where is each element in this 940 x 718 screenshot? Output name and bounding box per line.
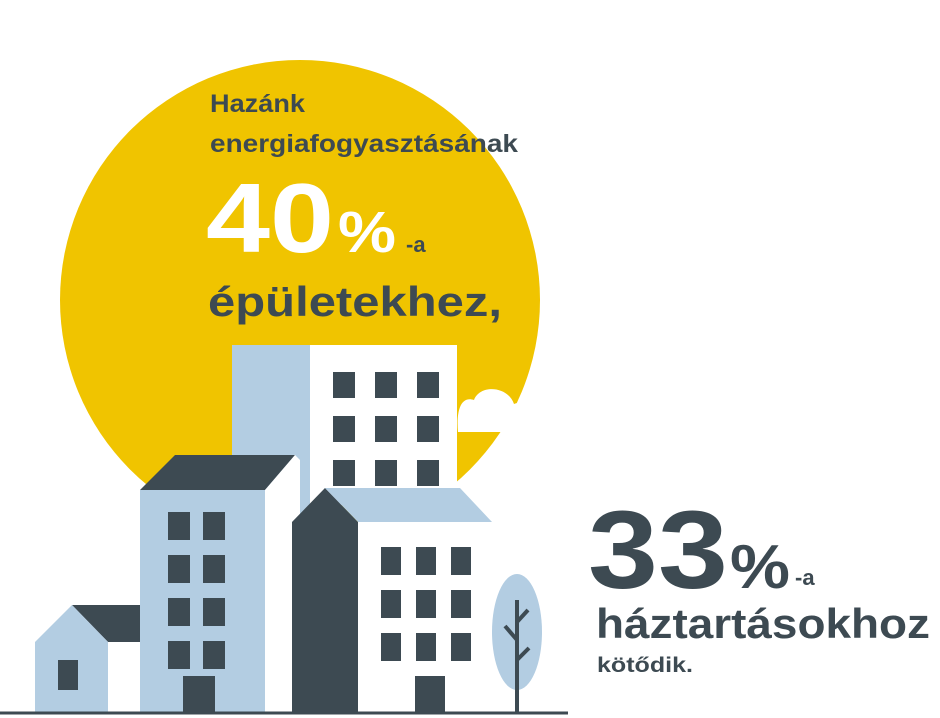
- stat-number: 40: [206, 163, 334, 273]
- tree: [492, 574, 542, 712]
- building-left: [140, 455, 300, 712]
- stat-number: 33: [588, 489, 728, 612]
- stat-note: kötődik.: [597, 654, 693, 677]
- building-middle: [292, 488, 492, 712]
- stat-unit: %: [730, 533, 790, 602]
- cloud: [457, 389, 542, 432]
- stat-text: épületekhez,: [208, 278, 502, 325]
- house: [35, 605, 140, 712]
- stat-unit: %: [338, 200, 396, 265]
- stat-suffix: -a: [406, 232, 426, 257]
- stat-text: háztartásokhoz: [596, 600, 930, 647]
- stat-suffix: -a: [795, 565, 815, 590]
- intro-line: energiafogyasztásának: [210, 130, 518, 158]
- intro-line: Hazánk: [210, 90, 305, 118]
